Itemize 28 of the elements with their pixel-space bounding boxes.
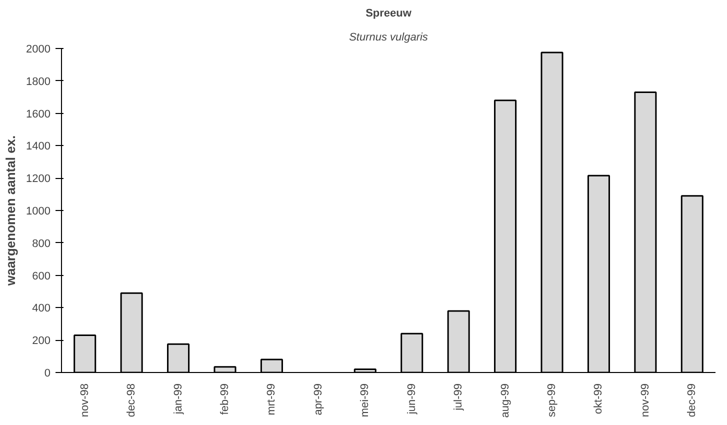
x-tick-label: mei-99 xyxy=(359,384,372,418)
x-tick-label: dec-98 xyxy=(126,383,138,418)
x-tick-label: okt-99 xyxy=(592,383,605,414)
x-tick-label: sep-99 xyxy=(546,383,558,418)
x-tick-label: jun-99 xyxy=(406,384,418,416)
x-tick-label: jul-99 xyxy=(452,384,465,412)
y-tick-label: 1400 xyxy=(26,140,51,153)
chart-subtitle: Sturnus vulgaris xyxy=(349,32,428,44)
x-tick-label: aug-99 xyxy=(499,383,512,418)
y-tick-label: 400 xyxy=(32,302,51,315)
chart-title: Spreeuw xyxy=(366,8,412,20)
x-tick-label: apr-99 xyxy=(312,384,324,416)
y-tick-label: 200 xyxy=(32,335,51,348)
x-tick-label: feb-99 xyxy=(219,383,231,415)
y-tick-label: 600 xyxy=(32,270,51,282)
y-axis-title: waargenomen aantal ex. xyxy=(3,135,18,287)
y-tick-label: 1200 xyxy=(26,173,51,186)
y-tick-label: 1800 xyxy=(26,76,51,88)
y-tick-label: 800 xyxy=(32,238,51,250)
y-tick-label: 0 xyxy=(44,368,51,380)
x-tick-label: mrt-99 xyxy=(266,384,278,416)
x-tick-label: dec-99 xyxy=(686,383,698,418)
y-tick-label: 2000 xyxy=(26,44,51,56)
y-tick-label: 1000 xyxy=(26,206,51,218)
x-tick-label: nov-99 xyxy=(639,383,652,418)
y-tick-label: 1600 xyxy=(26,108,51,120)
x-tick-label: nov-98 xyxy=(78,383,91,418)
x-tick-label: jan-99 xyxy=(172,384,184,416)
